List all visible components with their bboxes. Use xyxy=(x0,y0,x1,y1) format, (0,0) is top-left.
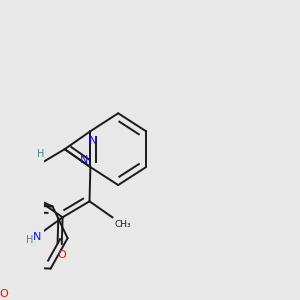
Text: O: O xyxy=(57,250,66,260)
Text: N: N xyxy=(80,154,88,165)
Text: H: H xyxy=(26,235,34,245)
Text: N: N xyxy=(89,136,97,146)
Text: CH₃: CH₃ xyxy=(114,220,131,229)
Text: H: H xyxy=(37,149,44,159)
Text: N: N xyxy=(32,232,41,242)
Text: O: O xyxy=(0,289,8,298)
